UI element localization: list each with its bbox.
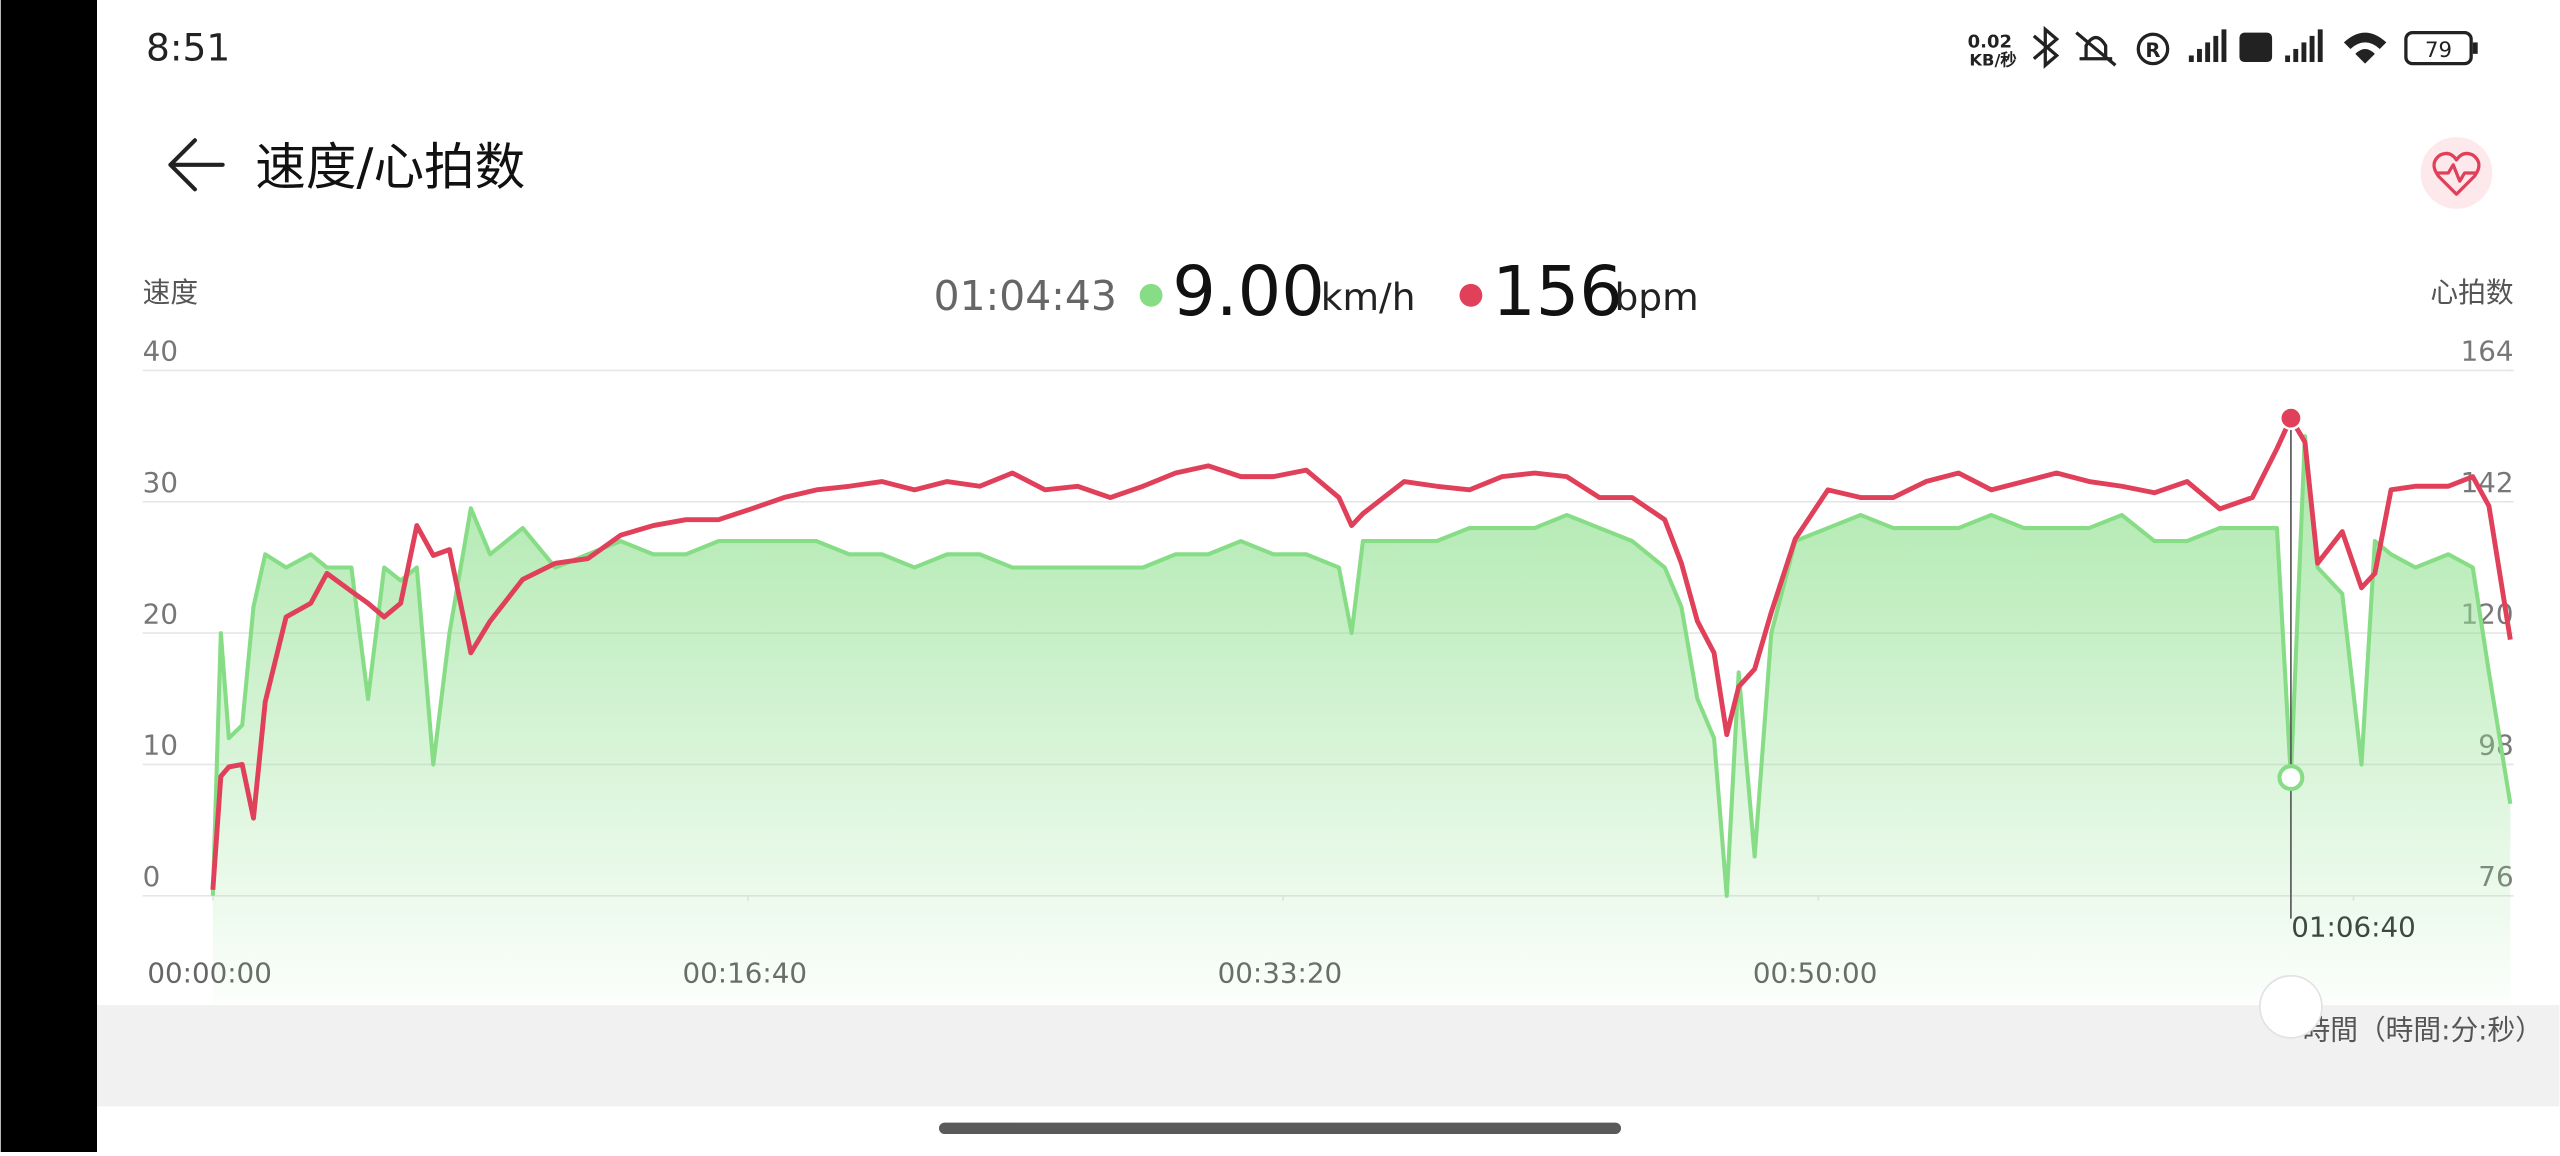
status-icons: R <box>2032 25 2170 69</box>
y-tick-label: 10 <box>143 729 178 762</box>
y2-tick-label: 164 <box>2461 335 2514 368</box>
readout-heart-rate: 156 <box>1492 252 1623 332</box>
readout-hr-dot <box>1459 283 1483 307</box>
left-bezel <box>0 0 97 1152</box>
plot: 010203040769812014216400:00:0000:16:4000… <box>143 335 2514 1039</box>
net-unit: KB/秒 <box>1969 50 2016 69</box>
x-axis-label: 時間（時間:分:秒） <box>2303 1013 2543 1046</box>
y-axis-label: 速度 <box>143 276 198 309</box>
readout-speed-dot <box>1139 283 1163 307</box>
slider-track[interactable] <box>96 1005 2560 1107</box>
cursor-speed-point <box>2277 764 2305 792</box>
y-tick-label: 40 <box>143 335 178 368</box>
speed-area <box>212 436 2511 1004</box>
y2-tick-label: 142 <box>2461 466 2514 499</box>
status-time: 8:51 <box>146 25 230 69</box>
battery-tip <box>2472 42 2478 54</box>
readout-speed: 9.00 <box>1172 252 1325 332</box>
readout-speed-unit: km/h <box>1321 275 1416 319</box>
net-speed: 0.02 <box>1968 31 2012 52</box>
y2-axis-label: 心拍数 <box>2430 276 2513 309</box>
back-button[interactable] <box>168 138 225 192</box>
svg-text:R: R <box>2145 39 2160 62</box>
battery-outline <box>2404 31 2473 66</box>
heart-rate-line <box>210 415 2513 890</box>
signal-icons <box>2188 29 2387 64</box>
battery-level: 79 <box>2425 38 2452 63</box>
page-title: 速度/心拍数 <box>255 137 525 196</box>
readout-hr-unit: bpm <box>1615 275 1699 319</box>
home-indicator[interactable] <box>938 1122 1622 1135</box>
speed-line <box>210 434 2513 898</box>
slider-thumb[interactable] <box>2259 974 2323 1039</box>
y-tick-label: 30 <box>143 466 178 499</box>
y-tick-label: 0 <box>143 860 161 893</box>
cursor-hr-point <box>2279 406 2303 430</box>
y-tick-label: 20 <box>143 597 178 630</box>
heart-icon <box>2432 151 2481 196</box>
readout-time: 01:04:43 <box>934 272 1117 320</box>
